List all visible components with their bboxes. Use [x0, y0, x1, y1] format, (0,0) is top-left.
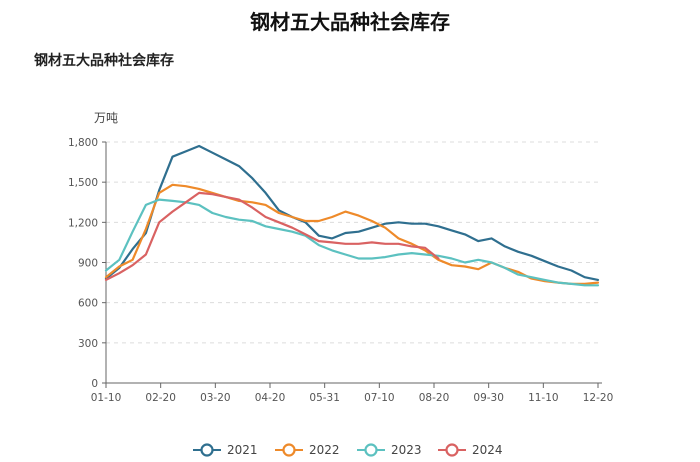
x-tick-label: 02-20 [145, 392, 176, 404]
x-tick-label: 09-30 [473, 392, 504, 404]
legend-label: 2024 [472, 443, 503, 457]
axis-layer: 0 300 600 900 1,200 1,500 1,800 01-10 02-20 03-20… [68, 137, 613, 404]
series-line-2024 [104, 191, 440, 281]
legend-item-2024[interactable]: 2024 [438, 443, 503, 457]
y-tick-label: 1,500 [68, 177, 98, 189]
x-tick-label: 01-10 [91, 392, 122, 404]
y-tick-label: 300 [78, 338, 98, 350]
y-axis-unit-label: 万吨 [94, 111, 118, 125]
legend-item-2021[interactable]: 2021 [193, 443, 258, 457]
legend-label: 2022 [309, 443, 340, 457]
grid-layer [106, 141, 602, 344]
y-tick-label: 600 [78, 298, 98, 310]
y-tick-label: 1,800 [68, 137, 98, 149]
series-line-2023 [104, 198, 600, 287]
series-layer [104, 144, 600, 287]
series-line-2022 [104, 183, 600, 285]
legend-marker-icon [282, 443, 296, 457]
legend-label: 2023 [391, 443, 422, 457]
x-tick-label: 12-20 [583, 392, 614, 404]
x-tick-label: 07-10 [364, 392, 395, 404]
y-tick-label: 900 [78, 258, 98, 270]
legend[interactable]: 2021 2022 2023 2024 [193, 443, 503, 457]
x-tick-label: 04-20 [255, 392, 286, 404]
legend-item-2023[interactable]: 2023 [357, 443, 422, 457]
legend-label: 2021 [227, 443, 258, 457]
y-tick-label: 1,200 [68, 217, 98, 229]
x-tick-label: 08-20 [419, 392, 450, 404]
series-line-2021 [104, 144, 600, 281]
page-title: 钢材五大品种社会库存 [250, 10, 450, 34]
legend-item-2022[interactable]: 2022 [275, 443, 340, 457]
chart-subtitle: 钢材五大品种社会库存 [34, 53, 174, 69]
legend-marker-icon [364, 443, 378, 457]
x-tick-label: 05-31 [309, 392, 340, 404]
legend-marker-icon [200, 443, 214, 457]
y-tick-label: 0 [91, 378, 98, 390]
x-tick-label: 11-10 [528, 392, 559, 404]
x-tick-label: 03-20 [200, 392, 231, 404]
legend-marker-icon [445, 443, 459, 457]
